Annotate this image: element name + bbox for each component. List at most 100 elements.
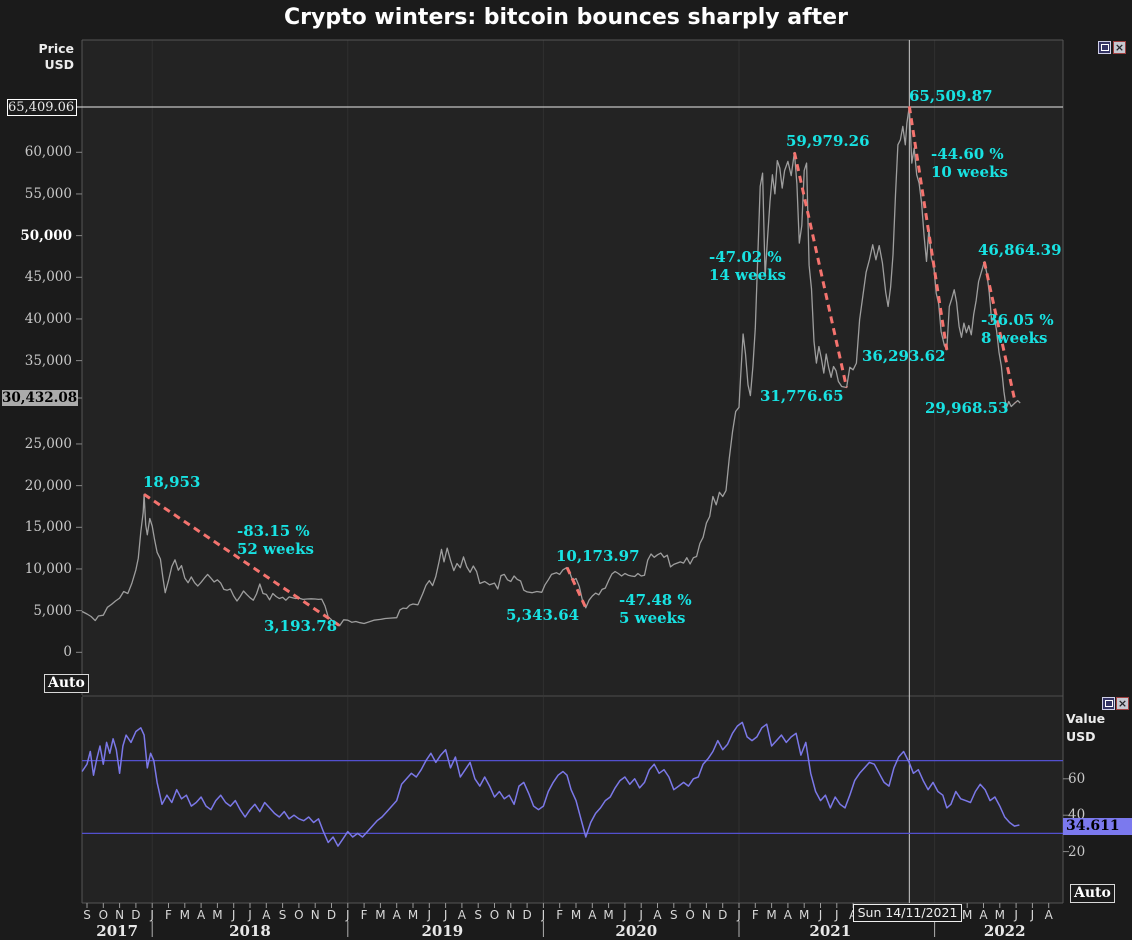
x-axis-month-label: A	[588, 908, 597, 922]
x-axis-month-label: N	[506, 908, 516, 922]
x-axis-month-label: M	[570, 908, 582, 922]
drawdown-pct-value: -47.48 %	[619, 591, 692, 609]
x-axis-month-label: J	[346, 908, 350, 922]
x-axis-month-label: D	[326, 908, 337, 922]
price-axis-unit: USD	[44, 57, 74, 72]
x-axis-month-label: J	[1014, 908, 1018, 922]
x-axis-month-label: O	[98, 908, 109, 922]
x-axis-month-label: J	[443, 908, 448, 922]
x-axis-month-label: D	[131, 908, 141, 922]
price-y-tick-label: 15,000	[24, 519, 72, 536]
x-axis-month-label: A	[653, 908, 662, 922]
x-axis-month-label: D	[718, 908, 728, 922]
drawdown-pct-value: -36.05 %	[981, 311, 1054, 329]
x-axis-month-label: O	[294, 908, 304, 922]
drawdown-pct-value: -83.15 %	[237, 522, 310, 540]
x-axis-month-label: J	[835, 908, 839, 922]
price-plot-background	[82, 40, 1063, 695]
x-axis-month-label: A	[1044, 908, 1053, 922]
current-price-axis-label: 65,409.06	[7, 99, 77, 116]
x-axis-month-label: S	[278, 908, 287, 922]
x-axis-month-label: J	[737, 908, 741, 922]
x-axis-month-label: M	[179, 908, 190, 922]
price-y-tick-label: 50,000	[20, 227, 72, 244]
x-axis-month-label: N	[310, 908, 320, 922]
drawdown-pct-label: -36.05 % 8 weeks	[981, 311, 1054, 347]
x-axis-month-label: J	[639, 908, 643, 922]
drawdown-duration-value: 10 weeks	[931, 163, 1008, 181]
x-axis-month-label: F	[751, 908, 759, 922]
x-axis-month-label: M	[994, 908, 1005, 922]
drawdown-line-1	[143, 493, 341, 627]
x-axis-month-label: S	[474, 908, 482, 922]
x-axis-month-label: D	[522, 908, 532, 922]
price-y-tick-label: 55,000	[24, 185, 72, 202]
rsi-axis-unit: USD	[1066, 729, 1096, 744]
price-axis-title: Price	[38, 41, 75, 56]
rsi-chart-canvas[interactable]	[82, 697, 1063, 903]
rsi-panel-close-icon[interactable]: ×	[1116, 697, 1129, 710]
drawdown-trough-label: 5,343.64	[506, 606, 580, 624]
x-axis-month-label: F	[165, 908, 172, 922]
drawdown-trough-label: 36,293.62	[862, 347, 946, 365]
x-axis-month-label: O	[685, 908, 695, 922]
price-auto-scale-button[interactable]: Auto	[44, 674, 89, 693]
rsi-y-tick-label: 60	[1068, 770, 1086, 787]
price-y-tick-label: 10,000	[24, 560, 72, 577]
drawdown-duration-value: 5 weeks	[619, 609, 686, 627]
x-axis-month-label: O	[489, 908, 500, 922]
x-axis-year-label: 2022	[983, 922, 1026, 940]
x-axis-month-label: J	[818, 908, 823, 922]
x-axis-month-label: A	[979, 908, 988, 922]
price-panel-close-icon[interactable]: ×	[1113, 41, 1126, 54]
x-axis-month-label: A	[783, 908, 792, 922]
x-axis-month-label: S	[669, 908, 678, 922]
x-axis-month-label: N	[115, 908, 125, 922]
x-axis-month-label: M	[799, 908, 810, 922]
x-axis-month-label: A	[392, 908, 401, 922]
x-axis-month-label: M	[766, 908, 777, 922]
drawdown-line-3	[792, 152, 849, 388]
x-axis-month-label: M	[962, 908, 973, 922]
restore-inner-square	[1104, 700, 1113, 707]
drawdown-line-5	[982, 261, 1017, 403]
x-axis-month-label: J	[248, 908, 252, 922]
price-chart-canvas[interactable]	[82, 40, 1063, 695]
x-axis-year-label: 2017	[96, 922, 139, 940]
drawdown-trough-label: 31,776.65	[760, 387, 844, 405]
x-axis-year-label: 2021	[809, 922, 852, 940]
drawdown-pct-label: -47.48 % 5 weeks	[619, 591, 692, 627]
price-panel-restore-icon[interactable]	[1098, 41, 1111, 54]
x-axis-month-label: N	[701, 908, 711, 922]
x-axis-year-label: 2020	[615, 922, 658, 940]
x-axis-year-label: 2019	[421, 922, 464, 940]
x-axis-month-label: J	[541, 908, 546, 922]
rsi-axis-title: Value	[1066, 711, 1106, 726]
price-y-tick-label: 60,000	[24, 144, 72, 161]
x-axis-month-label: J	[150, 908, 154, 922]
x-axis-month-label: M	[603, 908, 614, 922]
rsi-y-tick-label: 20	[1068, 843, 1086, 860]
drawdown-peak-label: 59,979.26	[786, 132, 870, 150]
x-axis-month-label: J	[231, 908, 236, 922]
x-axis-year-label: 2018	[229, 922, 271, 940]
price-y-tick-label: 0	[63, 644, 72, 661]
drawdown-line-4	[907, 106, 949, 351]
current-rsi-axis-label: 34.611	[1063, 818, 1132, 835]
drawdown-pct-value: -44.60 %	[931, 145, 1004, 163]
price-y-tick-label: 20,000	[24, 477, 72, 494]
x-axis-month-label: S	[83, 908, 91, 922]
price-y-tick-label: 40,000	[24, 310, 72, 327]
x-axis-month-label: F	[360, 908, 368, 922]
rsi-plot-background	[82, 697, 1063, 903]
price-line	[81, 105, 1021, 627]
current-date-axis-label: Sun 14/11/2021	[853, 904, 962, 922]
x-axis-month-label: J	[1030, 908, 1035, 922]
price-y-tick-label: 25,000	[24, 435, 72, 452]
rsi-auto-scale-button[interactable]: Auto	[1070, 884, 1115, 903]
rsi-panel-restore-icon[interactable]	[1102, 697, 1115, 710]
drawdown-peak-label: 65,509.87	[909, 87, 993, 105]
x-axis-month-label: M	[375, 908, 386, 922]
x-axis-month-label: M	[212, 908, 223, 922]
